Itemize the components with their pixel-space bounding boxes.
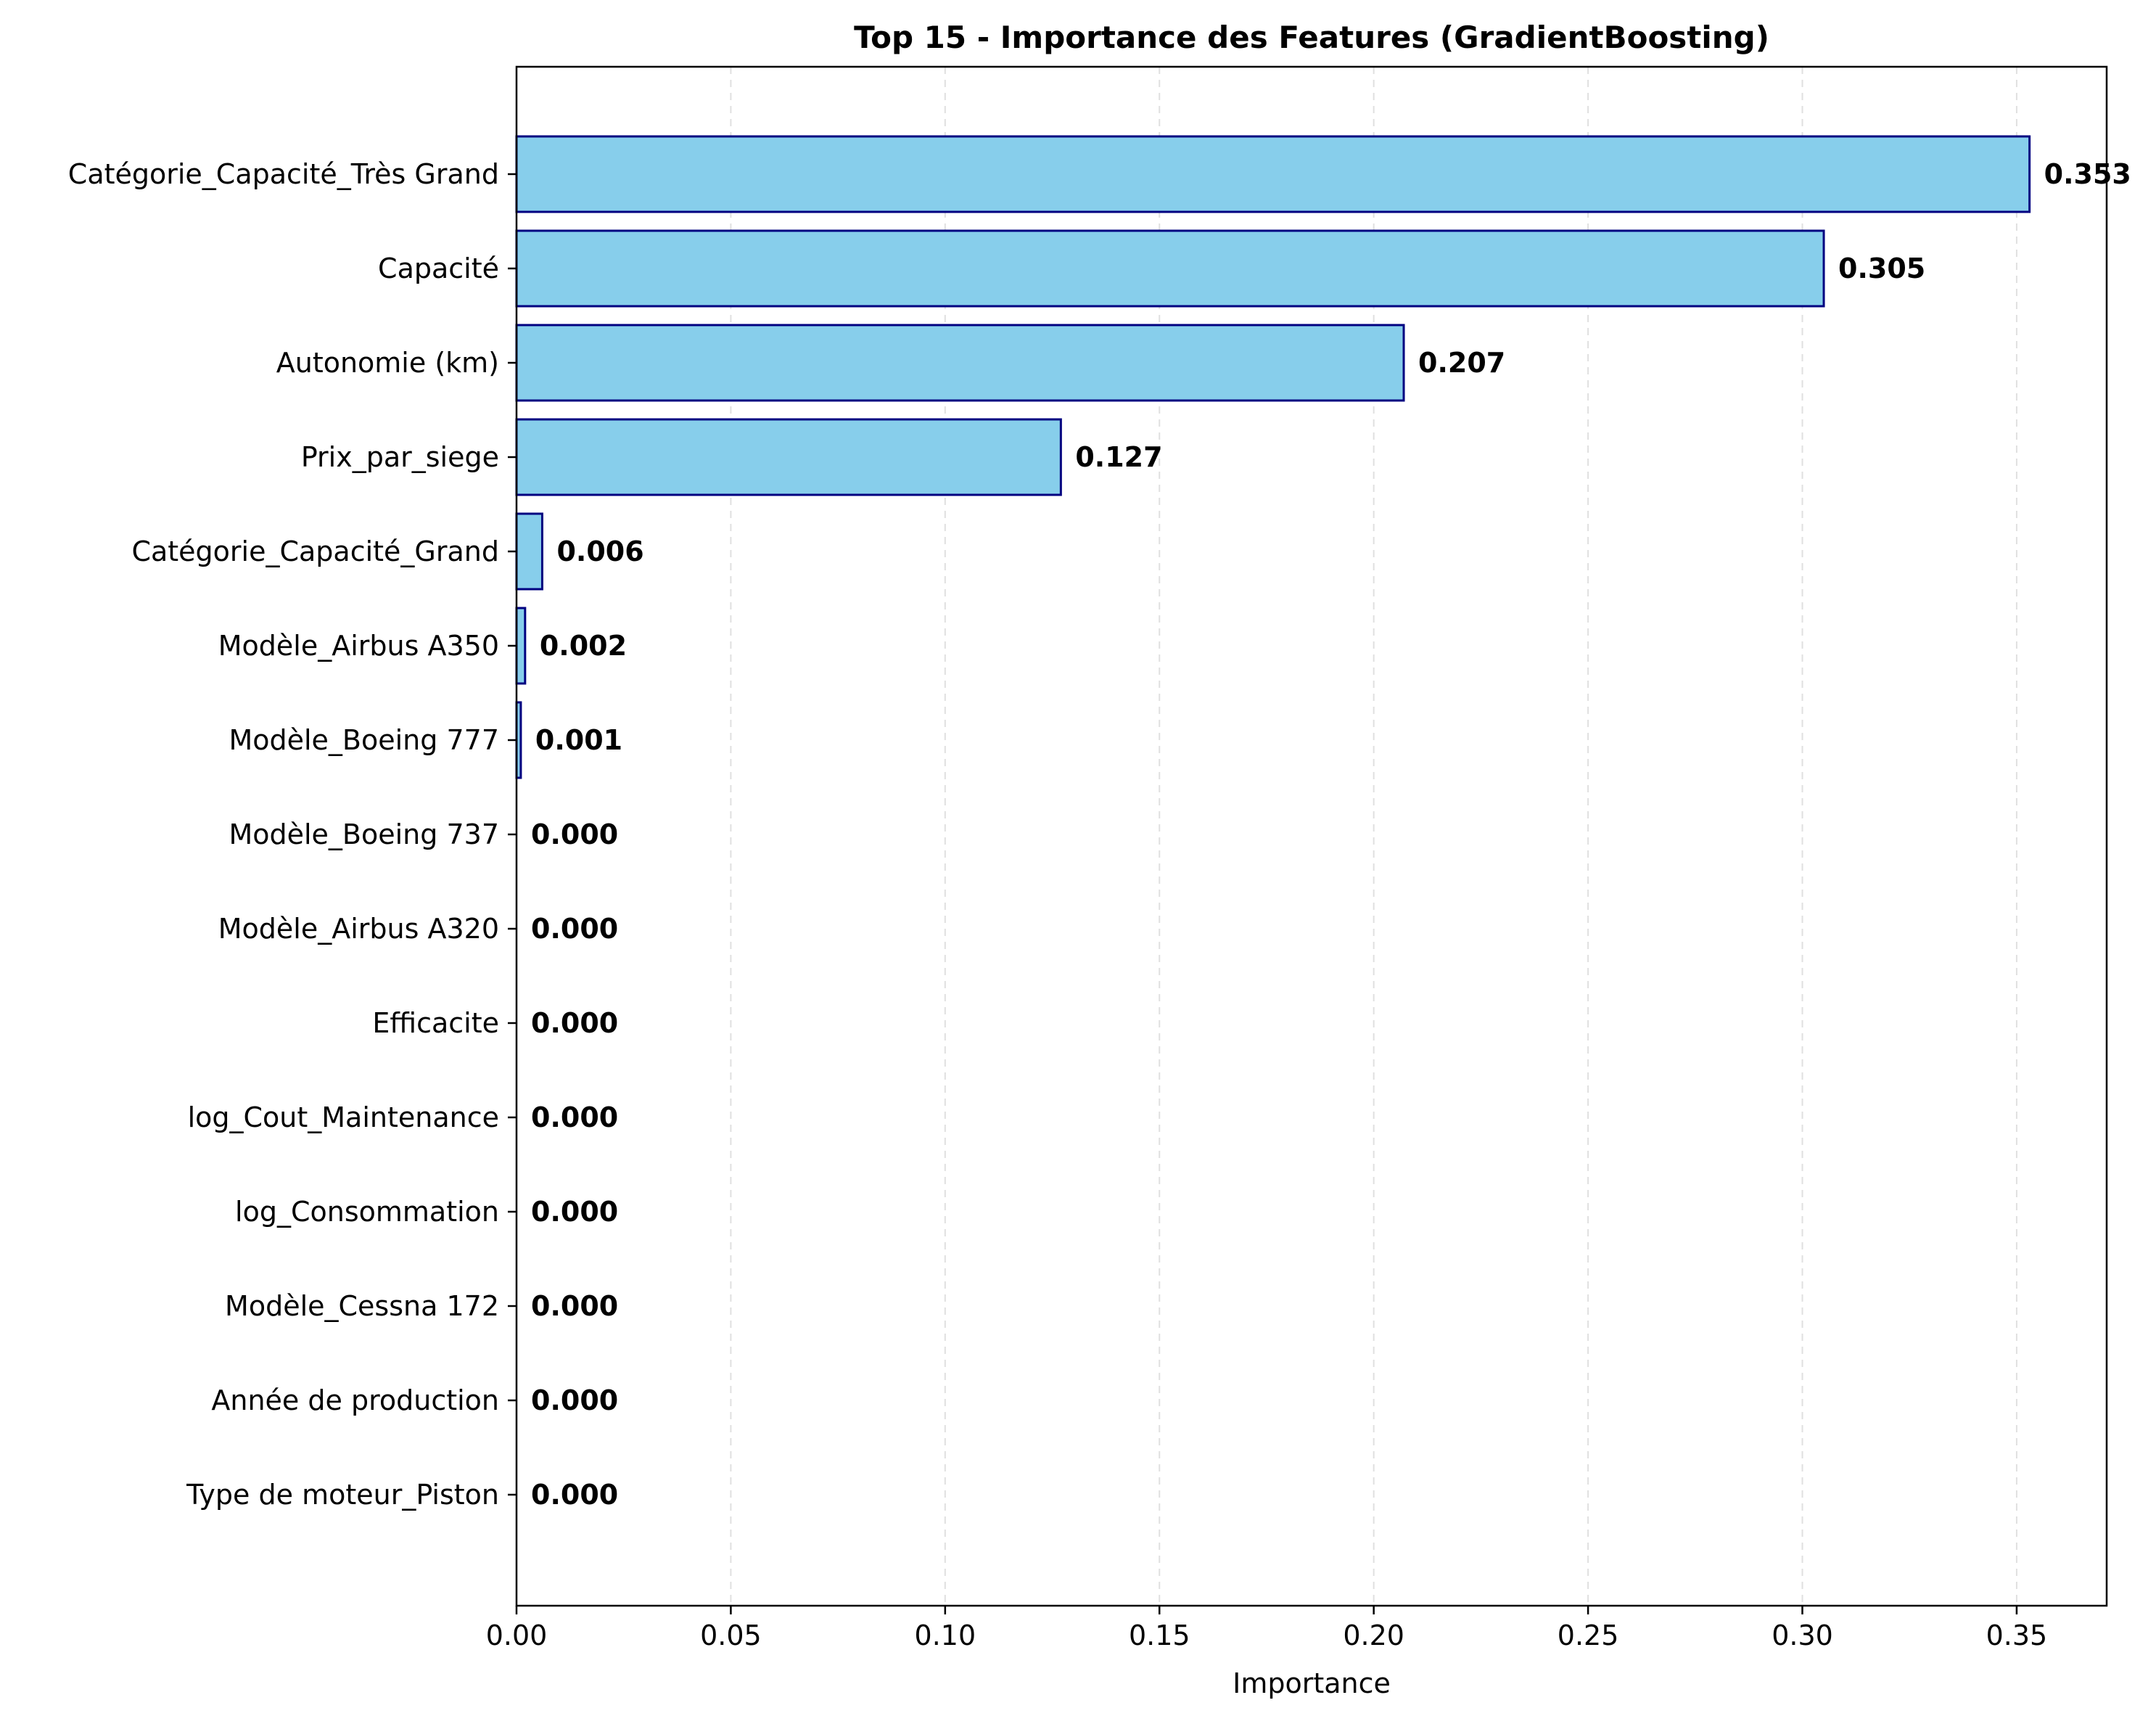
bar-5: [515, 512, 543, 591]
y-tick-label-14: Année de production: [211, 1384, 499, 1416]
y-tick-label-5: Catégorie_Capacité_Grand: [131, 535, 499, 567]
x-tick-label-0-05: 0.05: [700, 1619, 762, 1651]
value-label-7: 0.001: [535, 724, 622, 756]
bar-4: [515, 418, 1062, 496]
value-label-9: 0.000: [531, 913, 618, 945]
y-tick-label-4: Prix_par_siege: [301, 441, 499, 473]
x-tick-label-0-15: 0.15: [1129, 1619, 1190, 1651]
value-label-12: 0.000: [531, 1196, 618, 1228]
y-tick-label-2: Capacité: [378, 253, 499, 284]
value-label-15: 0.000: [531, 1479, 618, 1511]
y-tick-label-15: Type de moteur_Piston: [186, 1479, 499, 1511]
plot-frame: [515, 65, 2108, 1607]
value-label-2: 0.305: [1838, 253, 1925, 284]
x-axis-label: Importance: [1233, 1667, 1391, 1699]
bar-2: [515, 229, 1825, 308]
chart-title: Top 15 - Importance des Features (Gradie…: [854, 20, 1769, 55]
y-axis-ticks: Catégorie_Capacité_Très Grand Capacité Aut…: [68, 158, 517, 1511]
x-tick-label-0-00: 0.00: [486, 1619, 548, 1651]
value-label-14: 0.000: [531, 1384, 618, 1416]
value-label-3: 0.207: [1418, 347, 1505, 379]
value-label-8: 0.000: [531, 818, 618, 850]
y-tick-label-9: Modèle_Airbus A320: [218, 913, 499, 945]
y-tick-label-12: log_Consommation: [235, 1196, 499, 1228]
x-axis-ticks: 0.00 0.05 0.10 0.15 0.20 0.25 0.30 0.35: [486, 1606, 2048, 1651]
y-tick-label-6: Modèle_Airbus A350: [218, 630, 499, 662]
x-tick-label-0-20: 0.20: [1343, 1619, 1404, 1651]
y-tick-label-1: Catégorie_Capacité_Très Grand: [68, 158, 499, 190]
y-tick-label-11: log_Cout_Maintenance: [188, 1101, 499, 1133]
value-labels: 0.353 0.305 0.207 0.127 0.006 0.002 0.001 0.000…: [531, 158, 2131, 1511]
value-label-4: 0.127: [1075, 441, 1162, 473]
bars: [515, 135, 2031, 779]
x-tick-label-0-30: 0.30: [1772, 1619, 1833, 1651]
y-tick-label-3: Autonomie (km): [276, 347, 499, 379]
value-label-5: 0.006: [556, 535, 643, 567]
value-label-1: 0.353: [2044, 158, 2131, 190]
bar-1: [515, 135, 2031, 213]
y-tick-label-7: Modèle_Boeing 777: [229, 724, 499, 756]
value-label-11: 0.000: [531, 1101, 618, 1133]
x-tick-label-0-10: 0.10: [915, 1619, 976, 1651]
y-tick-label-8: Modèle_Boeing 737: [229, 818, 499, 850]
bar-6: [515, 607, 527, 685]
value-label-10: 0.000: [531, 1007, 618, 1039]
bar-3: [515, 324, 1405, 402]
value-label-13: 0.000: [531, 1290, 618, 1322]
x-tick-label-0-35: 0.35: [1986, 1619, 2048, 1651]
value-label-6: 0.002: [540, 630, 627, 662]
y-tick-label-13: Modèle_Cessna 172: [225, 1290, 499, 1322]
gridlines: [730, 67, 2017, 1606]
y-tick-label-10: Efficacite: [372, 1007, 499, 1039]
x-tick-label-0-25: 0.25: [1558, 1619, 1619, 1651]
